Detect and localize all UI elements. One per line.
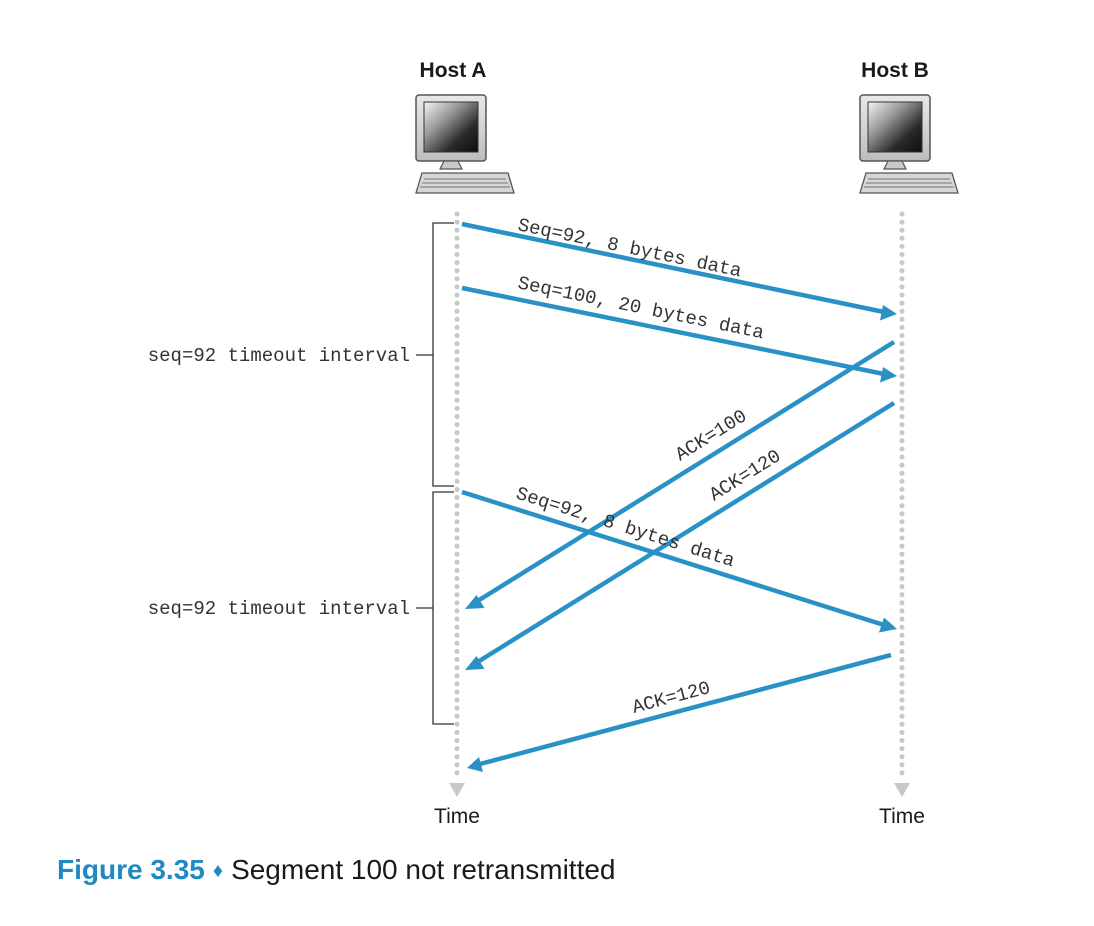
timeout-bracket-1 [416, 222, 454, 487]
host-a-title: Host A [420, 59, 487, 82]
message-arrow-seq92-retransmit [461, 489, 897, 633]
figure-separator-icon: ♦ [212, 860, 224, 882]
host-a-time-label: Time [434, 805, 480, 828]
figure-caption: Figure 3.35 ♦ Segment 100 not retransmitte… [57, 854, 616, 886]
message-arrow-ack100 [465, 340, 896, 609]
host-b-computer-icon [859, 94, 959, 194]
message-arrow-ack120-second [467, 652, 892, 772]
figure-number: Figure 3.35 [57, 854, 205, 885]
host-a-time-arrowhead [449, 783, 465, 797]
timeout-label-1: seq=92 timeout interval [148, 345, 410, 367]
figure-caption-text: Segment 100 not retransmitted [231, 854, 616, 885]
host-a-computer-icon [415, 94, 515, 194]
timeout-bracket-2 [416, 491, 454, 725]
message-arrow-ack120-first [465, 401, 896, 670]
message-label-seq92-first: Seq=92, 8 bytes data [516, 214, 744, 282]
host-b-title: Host B [861, 59, 929, 82]
message-arrow-seq92-first [461, 221, 897, 321]
message-arrow-seq100 [461, 285, 897, 383]
timeout-label-2: seq=92 timeout interval [148, 598, 410, 620]
host-b-time-label: Time [879, 805, 925, 828]
host-b-time-arrowhead [894, 783, 910, 797]
